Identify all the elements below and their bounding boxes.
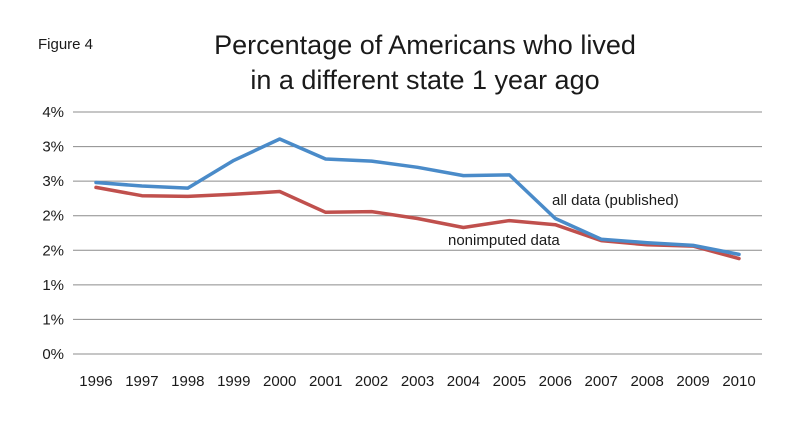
y-tick-label: 1% — [42, 311, 64, 328]
y-tick-label: 2% — [42, 242, 64, 259]
x-tick-label: 2003 — [401, 373, 434, 390]
y-tick-label: 4% — [42, 104, 64, 121]
x-tick-label: 2002 — [355, 373, 388, 390]
y-tick-label: 3% — [42, 173, 64, 190]
gridlines — [73, 111, 762, 355]
x-tick-label: 2010 — [722, 373, 755, 390]
x-axis-tick-labels: 1996 1997 1998 1999 2000 2001 2002 2003 2004 2005… — [79, 373, 755, 390]
series-annotations: all data (published) nonimputed data — [448, 192, 679, 249]
x-tick-label: 1997 — [125, 373, 158, 390]
y-tick-label: 3% — [42, 139, 64, 156]
x-tick-label: 2005 — [493, 373, 526, 390]
y-tick-label: 0% — [42, 346, 64, 363]
x-tick-label: 2000 — [263, 373, 296, 390]
x-tick-label: 2004 — [447, 373, 480, 390]
annotation-nonimputed-data: nonimputed data — [448, 232, 560, 249]
chart-title-line-1: Percentage of Americans who lived — [214, 30, 636, 60]
x-tick-label: 2001 — [309, 373, 342, 390]
x-tick-label: 2006 — [539, 373, 572, 390]
series-line-nonimputed-data — [94, 185, 741, 261]
chart-title: Percentage of Americans who lived in a d… — [150, 28, 700, 98]
x-tick-label: 1998 — [171, 373, 204, 390]
x-tick-label: 2009 — [676, 373, 709, 390]
y-axis-tick-labels: 0% 1% 1% 2% 2% 3% 3% 4% — [42, 104, 64, 363]
x-tick-label: 2007 — [585, 373, 618, 390]
x-tick-label: 2008 — [630, 373, 663, 390]
figure-label: Figure 4 — [38, 36, 94, 53]
chart-title-line-2: in a different state 1 year ago — [250, 65, 600, 95]
series-line-all-data — [94, 137, 741, 257]
series-lines — [94, 137, 741, 261]
x-tick-label: 1999 — [217, 373, 250, 390]
y-tick-label: 1% — [42, 277, 64, 294]
y-tick-label: 2% — [42, 208, 64, 225]
annotation-all-data: all data (published) — [552, 192, 679, 209]
x-tick-label: 1996 — [79, 373, 112, 390]
